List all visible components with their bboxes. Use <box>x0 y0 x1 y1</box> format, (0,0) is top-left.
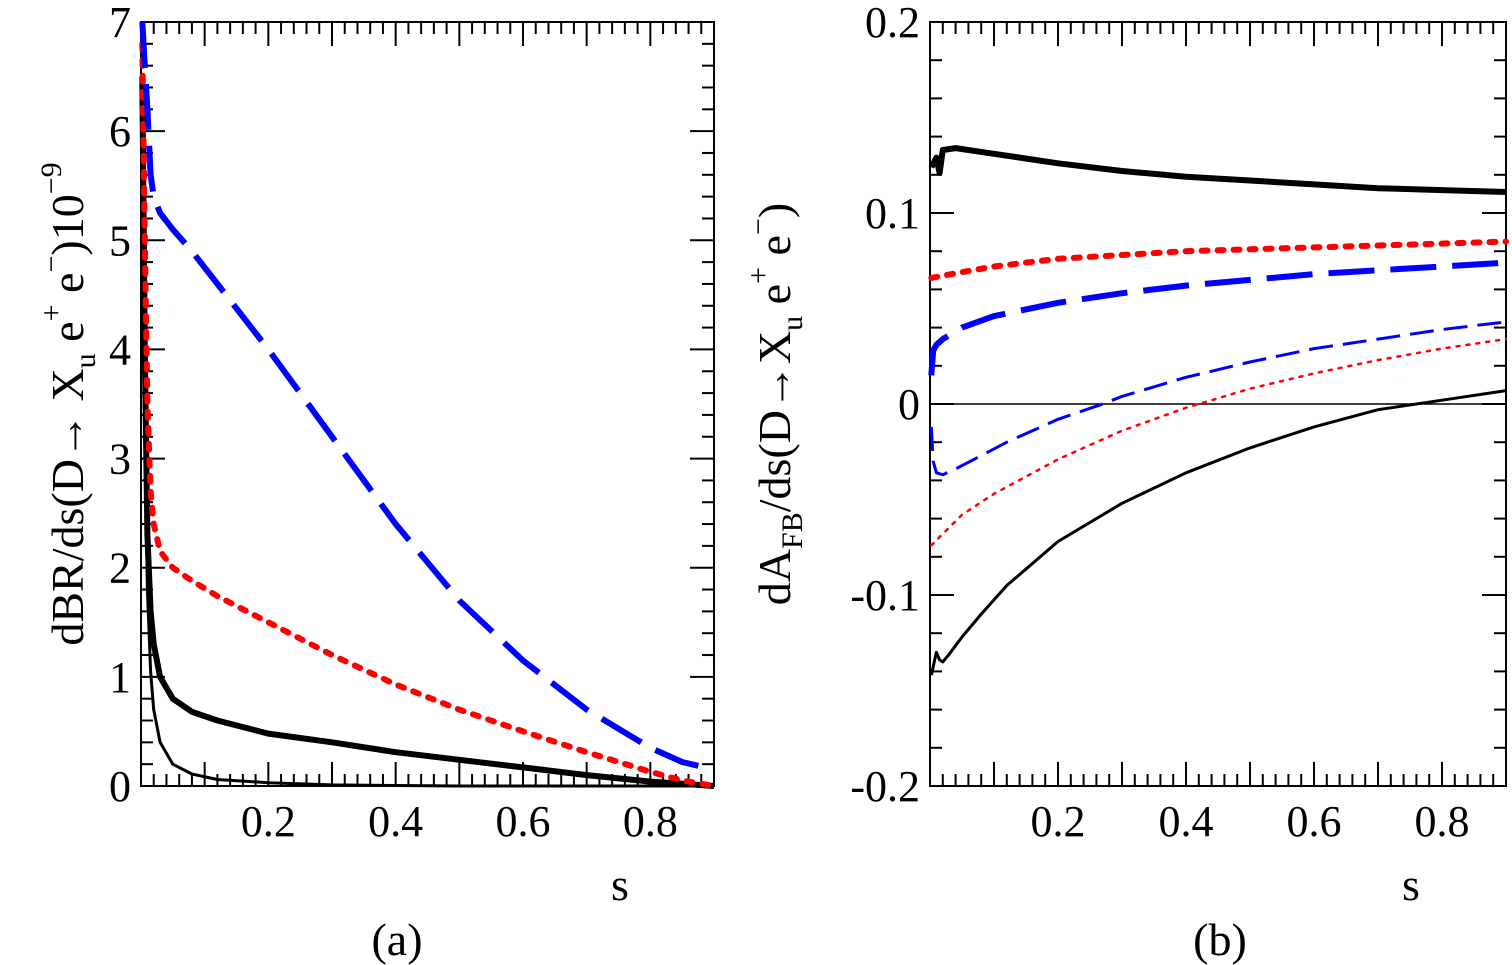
y-tick-label: 3 <box>109 435 131 484</box>
series-line-dashed-thick <box>928 259 1507 376</box>
plot-frame-a <box>140 21 715 787</box>
x-tick-label: 0.4 <box>1159 797 1214 846</box>
y-title-a-sup-plus: + <box>35 304 68 321</box>
y-title-a-sup-minus: − <box>35 256 68 273</box>
y-tick-label: 4 <box>109 325 131 374</box>
series-line-dashed-thick <box>139 21 715 773</box>
y-title-b-e2: e <box>749 235 800 267</box>
x-tick-label: 0.4 <box>368 797 423 846</box>
y-title-b-sup-plus: + <box>742 267 775 284</box>
series-line-solid-thin <box>140 131 714 788</box>
x-tick-label: 0.6 <box>496 797 551 846</box>
y-title-b-mid: /ds(D→X <box>749 331 800 512</box>
y-title-b-sub-u: u <box>776 316 809 331</box>
y-title-b-e1: e <box>749 284 800 316</box>
y-title-a-e2: e <box>42 273 93 305</box>
y-title-a-tail: )10 <box>42 194 93 255</box>
series-line-dotted-thick <box>139 40 717 789</box>
series-line-solid-thin <box>929 389 1507 676</box>
y-tick-label: 0.2 <box>865 0 920 47</box>
y-title-a-exp: −9 <box>35 162 68 194</box>
x-axis-title-a: s <box>611 859 629 910</box>
y-tick-label: 2 <box>109 544 131 593</box>
y-title-a-sub-u: u <box>69 353 102 368</box>
y-tick-label: 7 <box>109 0 131 47</box>
y-title-b-sup-minus: − <box>742 218 775 235</box>
panel-b: 0.2 0.4 0.6 0.8 -0.2 -0.1 0 0.1 0.2 s (b) dAFB/d… <box>742 0 1509 965</box>
ticks-b <box>929 21 1507 787</box>
series-line-solid-thick <box>139 76 715 789</box>
y-tick-label: -0.1 <box>850 571 920 620</box>
y-tick-label: 0.1 <box>865 189 920 238</box>
x-tick-label: 0.6 <box>1287 797 1342 846</box>
series-group-a <box>139 21 717 789</box>
y-axis-title-a: dBR/ds(D→ Xu e+ e−)10−9 <box>35 162 102 645</box>
x-tick-label: 0.8 <box>1415 797 1470 846</box>
panel-a: 0.2 0.4 0.6 0.8 0 1 2 3 4 5 6 7 s (a) dBR/ds(D→ Xu … <box>35 0 717 965</box>
y-title-b-tail: ) <box>749 203 800 218</box>
series-line-dashed-thin <box>929 320 1507 477</box>
x-axis-title-b: s <box>1402 859 1420 910</box>
ticks-a <box>140 21 715 787</box>
y-title-b-sub-fb: FB <box>776 512 809 549</box>
panel-label-b: (b) <box>1193 914 1247 965</box>
series-group-b <box>928 145 1509 676</box>
tick-labels-b: 0.2 0.4 0.6 0.8 -0.2 -0.1 0 0.1 0.2 <box>850 0 1469 846</box>
y-tick-label: 6 <box>109 107 131 156</box>
y-tick-label: -0.2 <box>850 762 920 811</box>
panel-label-a: (a) <box>371 914 422 965</box>
y-tick-label: 0 <box>109 762 131 811</box>
y-title-a-main: dBR/ds(D→ X <box>42 368 93 645</box>
y-tick-label: 5 <box>109 216 131 265</box>
tick-labels-a: 0.2 0.4 0.6 0.8 0 1 2 3 4 5 6 7 <box>109 0 678 846</box>
y-tick-label: 1 <box>109 653 131 702</box>
y-title-b-main: dA <box>749 549 800 605</box>
x-tick-label: 0.2 <box>241 797 296 846</box>
y-title-a-e1: e <box>42 321 93 353</box>
series-line-solid-thick <box>928 145 1507 195</box>
series-line-dotted-thick <box>928 238 1509 281</box>
series-line-dotted-thin <box>930 337 1508 547</box>
x-tick-label: 0.2 <box>1031 797 1086 846</box>
y-tick-label: 0 <box>898 380 920 429</box>
x-tick-label: 0.8 <box>623 797 678 846</box>
y-axis-title-b: dAFB/ds(D→Xu e+ e−) <box>742 203 809 605</box>
